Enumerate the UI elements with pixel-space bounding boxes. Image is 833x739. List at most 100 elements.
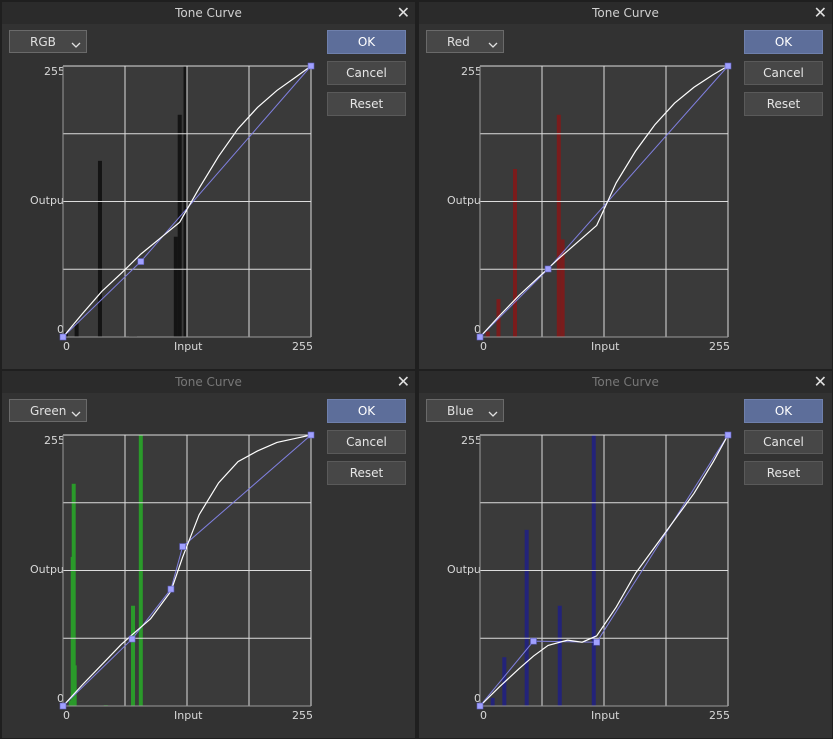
ok-button[interactable]: OK (744, 399, 823, 423)
input-axis-label: Input (174, 340, 203, 353)
tone-curve-plot[interactable] (2, 2, 415, 369)
output-max-label: 255 (44, 65, 65, 78)
dialog-title: Tone Curve (592, 6, 659, 20)
output-max-label: 255 (461, 434, 482, 447)
cancel-button[interactable]: Cancel (327, 61, 406, 85)
close-icon[interactable]: ✕ (813, 372, 827, 391)
reset-button[interactable]: Reset (744, 461, 823, 485)
output-max-label: 255 (44, 434, 65, 447)
input-min-label: 0 (480, 340, 487, 353)
dialog-titlebar[interactable]: Tone Curve ✕ (2, 2, 415, 24)
histogram-bar (513, 168, 518, 337)
histogram-bar (74, 323, 79, 337)
histogram-bar (71, 483, 76, 706)
reset-button[interactable]: Reset (327, 92, 406, 116)
histogram-bar (131, 605, 136, 706)
ok-button[interactable]: OK (744, 30, 823, 54)
output-min-label: 0 (474, 323, 481, 336)
histogram-bar (524, 529, 529, 706)
control-point[interactable] (59, 333, 67, 341)
dialog-title: Tone Curve (592, 375, 659, 389)
control-point[interactable] (476, 333, 484, 341)
output-min-label: 0 (474, 692, 481, 705)
chevron-down-icon (71, 407, 81, 421)
cancel-button[interactable]: Cancel (744, 430, 823, 454)
channel-select[interactable]: Green (9, 399, 87, 422)
tone-curve-plot[interactable] (2, 371, 415, 738)
channel-select-value: RGB (30, 35, 56, 49)
tone-curve-line (62, 65, 312, 338)
reset-button[interactable]: Reset (327, 461, 406, 485)
close-icon[interactable]: ✕ (813, 3, 827, 22)
tone-curve-panel-blue: Tone Curve ✕ Blue OK Cancel Reset 255 Output 0 0 I… (419, 371, 832, 738)
tone-curve-panel-green: Tone Curve ✕ Green OK Cancel Reset 255 Output 0 0… (2, 371, 415, 738)
histogram-bar (97, 160, 102, 337)
chevron-down-icon (71, 38, 81, 52)
tone-curve-plot[interactable] (419, 371, 832, 738)
tone-curve-line (479, 434, 729, 707)
control-point[interactable] (137, 258, 145, 265)
control-point[interactable] (307, 62, 315, 70)
control-point[interactable] (724, 431, 732, 439)
chevron-down-icon (488, 407, 498, 421)
input-min-label: 0 (480, 709, 487, 722)
histogram-bar (560, 239, 565, 337)
channel-select[interactable]: Red (426, 30, 504, 53)
input-min-label: 0 (63, 340, 70, 353)
output-axis-label: Output (447, 563, 486, 576)
input-max-label: 255 (292, 340, 313, 353)
histogram-bar (173, 236, 178, 337)
channel-select[interactable]: RGB (9, 30, 87, 53)
control-point[interactable] (530, 637, 537, 645)
input-min-label: 0 (63, 709, 70, 722)
dialog-titlebar[interactable]: Tone Curve ✕ (419, 2, 832, 24)
ok-button[interactable]: OK (327, 30, 406, 54)
tone-curve-panel-red: Tone Curve ✕ Red OK Cancel Reset 255 Output 0 0 In… (419, 2, 832, 369)
tone-curve-line (62, 434, 312, 707)
histogram-bar (72, 665, 77, 706)
tone-curve-panel-rgb: Tone Curve ✕ RGB OK Cancel Reset 255 Output 0 0 In… (2, 2, 415, 369)
dialog-title: Tone Curve (175, 6, 242, 20)
tone-curve-line (479, 65, 729, 338)
ok-button[interactable]: OK (327, 399, 406, 423)
tone-curve-plot[interactable] (419, 2, 832, 369)
output-min-label: 0 (57, 323, 64, 336)
histogram-bar (490, 697, 495, 706)
control-point[interactable] (179, 543, 186, 550)
channel-select-value: Green (30, 404, 67, 418)
channel-select-value: Blue (447, 404, 474, 418)
control-point[interactable] (167, 585, 175, 593)
input-max-label: 255 (709, 340, 730, 353)
cancel-button[interactable]: Cancel (744, 61, 823, 85)
control-point[interactable] (544, 265, 552, 273)
control-polygon (479, 434, 729, 707)
input-max-label: 255 (709, 709, 730, 722)
dialog-titlebar[interactable]: Tone Curve ✕ (2, 371, 415, 393)
control-point[interactable] (476, 702, 484, 710)
histogram-bar (485, 331, 490, 337)
histogram-bar (177, 114, 182, 337)
chevron-down-icon (488, 38, 498, 52)
input-axis-label: Input (591, 709, 620, 722)
input-axis-label: Input (174, 709, 203, 722)
dialog-titlebar[interactable]: Tone Curve ✕ (419, 371, 832, 393)
input-max-label: 255 (292, 709, 313, 722)
channel-select-value: Red (447, 35, 470, 49)
control-point[interactable] (59, 702, 67, 710)
output-axis-label: Output (30, 194, 69, 207)
histogram-bar (557, 605, 562, 706)
dialog-title: Tone Curve (175, 375, 242, 389)
control-point[interactable] (724, 62, 732, 70)
output-axis-label: Output (447, 194, 486, 207)
cancel-button[interactable]: Cancel (327, 430, 406, 454)
histogram-bar (556, 114, 561, 337)
input-axis-label: Input (591, 340, 620, 353)
control-point[interactable] (128, 635, 136, 643)
control-point[interactable] (307, 431, 315, 439)
reset-button[interactable]: Reset (744, 92, 823, 116)
close-icon[interactable]: ✕ (396, 3, 410, 22)
control-point[interactable] (593, 638, 601, 646)
output-axis-label: Output (30, 563, 69, 576)
channel-select[interactable]: Blue (426, 399, 504, 422)
close-icon[interactable]: ✕ (396, 372, 410, 391)
